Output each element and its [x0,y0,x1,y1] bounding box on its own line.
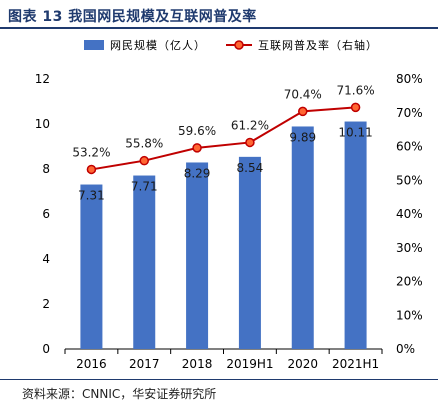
line-labels: 53.2% 55.8% 59.6% 61.2% 70.4% 71.6% [72,83,374,159]
bar-value-label: 8.29 [184,166,211,180]
legend: 网民规模（亿人） 互联网普及率（右轴） [84,38,378,52]
legend-line-marker [234,40,244,50]
bar [186,162,209,349]
footer-rule [0,379,438,380]
source-note: 资料来源：CNNIC，华安证券研究所 [22,387,217,401]
y-left-tick-label: 12 [35,72,50,86]
rate-point [86,164,97,175]
rate-point [139,155,149,166]
x-tick-label: 2020 [287,357,318,371]
bar [238,156,261,349]
x-tick-label: 2017 [129,357,160,371]
legend-bar-swatch [84,40,104,50]
legend-line-label: 互联网普及率（右轴） [258,38,378,52]
y-right-tick-label: 10% [396,308,423,322]
y-right-tick-label: 30% [396,241,423,255]
legend-bar-label: 网民规模（亿人） [110,38,206,52]
line-series [86,102,361,175]
y-left-tick-label: 0 [42,342,50,356]
rate-value-label: 61.2% [231,118,269,132]
x-tick-label: 2018 [182,357,213,371]
rate-value-label: 53.2% [72,145,110,159]
y-right-tick-label: 50% [396,173,423,187]
x-tick-label: 2016 [76,357,107,371]
rate-point [192,143,202,153]
bar-value-label: 7.71 [131,180,158,194]
x-tick-label: 2019H1 [226,357,273,371]
y-right-tick-label: 70% [396,106,423,120]
rate-point [350,102,361,113]
bar [291,126,314,349]
title-rule [0,27,438,29]
y-right-tick-label: 40% [396,207,423,221]
y-left-tick-label: 4 [42,252,50,266]
y-left-tick-label: 6 [42,207,50,221]
y-right-tick-label: 20% [396,275,423,289]
rate-value-label: 55.8% [125,137,163,151]
bar-value-label: 9.89 [289,130,316,144]
bar [80,184,103,349]
rate-value-label: 59.6% [178,124,216,138]
rate-point [298,106,308,117]
chart: 网民规模（亿人） 互联网普及率（右轴） 2016 2017 2018 2019H1 20… [35,38,423,371]
bar-value-label: 8.54 [237,161,264,175]
bar-labels: 7.31 7.71 8.29 8.54 9.89 10.11 [78,126,373,203]
bar [344,121,367,350]
rate-line [91,106,356,171]
rate-point [245,137,255,148]
rate-value-label: 71.6% [337,83,375,97]
axes: 2016 2017 2018 2019H1 2020 2021H1 0 2 4 6 8 10 12 0% 1… [35,72,423,371]
bar-value-label: 7.31 [78,189,105,203]
y-right-tick-label: 60% [396,140,423,154]
y-left-tick-label: 8 [42,162,50,176]
bar-value-label: 10.11 [338,126,372,140]
y-left-tick-label: 10 [35,117,50,131]
bar [133,175,156,349]
x-tick-label: 2021H1 [332,357,379,371]
y-right-tick-label: 0% [396,342,415,356]
y-right-tick-label: 80% [396,72,423,86]
y-left-tick-label: 2 [42,297,50,311]
chart-title: 图表 13 我国网民规模及互联网普及率 [8,9,257,25]
rate-value-label: 70.4% [284,87,322,101]
bar-series [80,121,367,350]
